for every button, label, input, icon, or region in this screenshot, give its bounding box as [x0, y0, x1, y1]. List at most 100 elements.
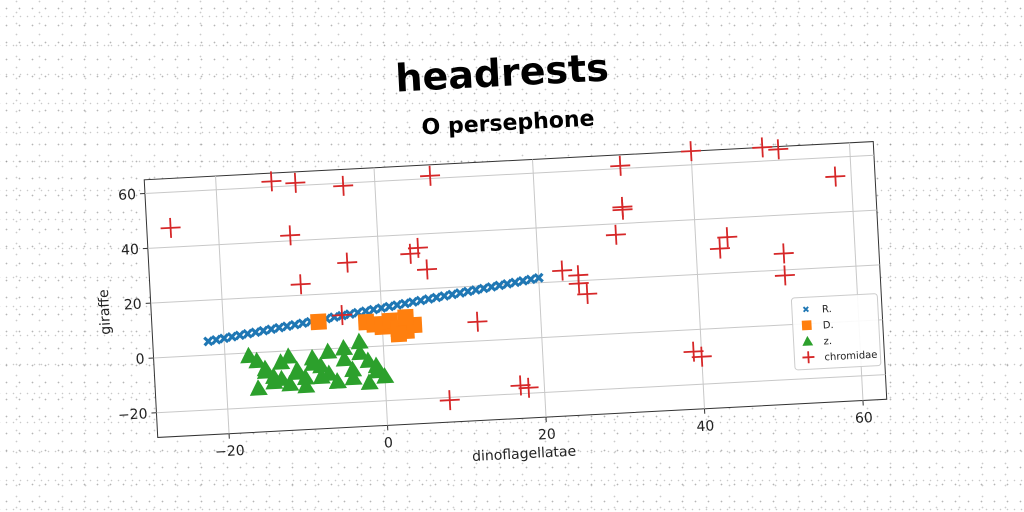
data-point-chromidae — [768, 139, 789, 160]
legend-label: R. — [822, 304, 832, 315]
data-point-chromidae — [333, 175, 354, 196]
data-point-chromidae — [680, 141, 702, 162]
data-point-z — [288, 363, 307, 381]
data-point-d — [390, 325, 408, 343]
data-point-chromidae — [261, 171, 282, 192]
data-point-z — [312, 367, 331, 385]
data-point-r — [407, 296, 418, 308]
data-point-z — [335, 349, 354, 367]
x-gridline — [215, 176, 230, 434]
data-point-r — [289, 319, 300, 330]
data-point-z — [248, 351, 267, 369]
data-point-r — [462, 286, 474, 297]
data-point-r — [266, 324, 277, 335]
data-point-r — [368, 304, 379, 315]
data-point-r — [517, 275, 529, 287]
data-point-r — [203, 336, 214, 347]
data-point-chromidae — [773, 243, 794, 264]
data-point-chromidae — [285, 172, 306, 193]
data-point-z — [367, 356, 386, 374]
x-tick-label: 0 — [384, 435, 394, 451]
legend-label: z. — [823, 336, 832, 347]
data-point-chromidae — [337, 252, 358, 273]
data-point-z — [351, 343, 370, 361]
data-point-r — [525, 274, 536, 285]
data-marks — [160, 137, 846, 411]
data-point-chromidae — [577, 283, 598, 305]
data-point-z — [256, 362, 275, 379]
data-point-r — [297, 318, 308, 329]
data-point-r — [486, 281, 497, 293]
plot-area-group: −20 0 20 40 60 −20 0 20 40 60 R. D. z. chromidae din… — [96, 137, 888, 465]
data-point-r — [478, 283, 489, 294]
data-point-chromidae — [439, 390, 460, 411]
data-point-chromidae — [752, 137, 773, 158]
data-point-chromidae — [510, 375, 531, 396]
data-point-chromidae — [605, 224, 626, 245]
data-point-r — [250, 327, 261, 338]
data-point-r — [211, 334, 222, 345]
data-point-chromidae — [825, 166, 846, 187]
data-point-r — [415, 295, 426, 306]
data-point-r — [226, 331, 238, 342]
data-point-z — [350, 332, 369, 350]
data-point-r — [439, 290, 450, 302]
data-point-z — [344, 368, 363, 386]
data-point-chromidae — [467, 311, 488, 332]
data-point-z — [296, 368, 315, 386]
y-tick-label: 0 — [135, 351, 145, 367]
legend-marker — [802, 306, 810, 313]
data-point-r — [360, 305, 371, 317]
data-point-chromidae — [709, 238, 730, 259]
data-point-r — [423, 293, 434, 305]
data-point-r — [431, 292, 442, 303]
data-point-d — [397, 308, 415, 326]
data-point-z — [304, 354, 323, 372]
ticks: −20 0 20 40 60 −20 0 20 40 60 — [118, 187, 874, 461]
data-point-z — [249, 379, 268, 396]
data-point-chromidae — [683, 341, 704, 362]
chart-title: headrests — [394, 45, 610, 100]
y-gridline — [147, 209, 877, 249]
plot-frame — [143, 141, 888, 438]
data-point-r — [281, 321, 293, 332]
legend-marker — [802, 351, 815, 364]
data-point-chromidae — [568, 265, 589, 286]
data-point-chromidae — [691, 346, 712, 367]
data-point-chromidae — [774, 265, 795, 286]
data-point-r — [218, 333, 230, 344]
data-point-chromidae — [407, 237, 428, 258]
data-point-r — [384, 301, 395, 312]
x-tick-label: −20 — [215, 443, 245, 461]
x-axis-label: dinoflagellatae — [472, 444, 577, 465]
data-point-chromidae — [717, 227, 738, 248]
data-point-r — [454, 287, 466, 299]
y-tick-label: 40 — [121, 242, 140, 259]
legend-label: D. — [823, 320, 834, 332]
data-point-d — [310, 313, 327, 331]
x-gridline — [532, 159, 547, 418]
legend-box — [790, 293, 882, 371]
data-point-chromidae — [416, 259, 438, 280]
data-point-chromidae — [280, 225, 301, 246]
y-gridline — [153, 319, 883, 359]
x-tick-label: 20 — [538, 427, 557, 444]
x-tick-label: 60 — [855, 410, 874, 427]
legend-label: chromidae — [824, 350, 878, 364]
data-point-r — [242, 328, 253, 339]
data-point-chromidae — [160, 217, 181, 238]
data-point-chromidae — [400, 243, 421, 264]
data-point-chromidae — [612, 196, 633, 217]
data-point-z — [319, 342, 338, 360]
x-tick-label: 40 — [696, 418, 715, 435]
data-point-z — [279, 347, 298, 365]
legend-marker — [802, 335, 814, 346]
data-point-r — [502, 278, 513, 290]
data-point-z — [297, 376, 316, 394]
data-point-chromidae — [331, 305, 353, 326]
data-point-r — [447, 289, 458, 300]
data-point-r — [494, 280, 505, 291]
y-gridline — [144, 154, 874, 194]
data-point-r — [533, 272, 544, 283]
data-point-r — [234, 330, 245, 341]
